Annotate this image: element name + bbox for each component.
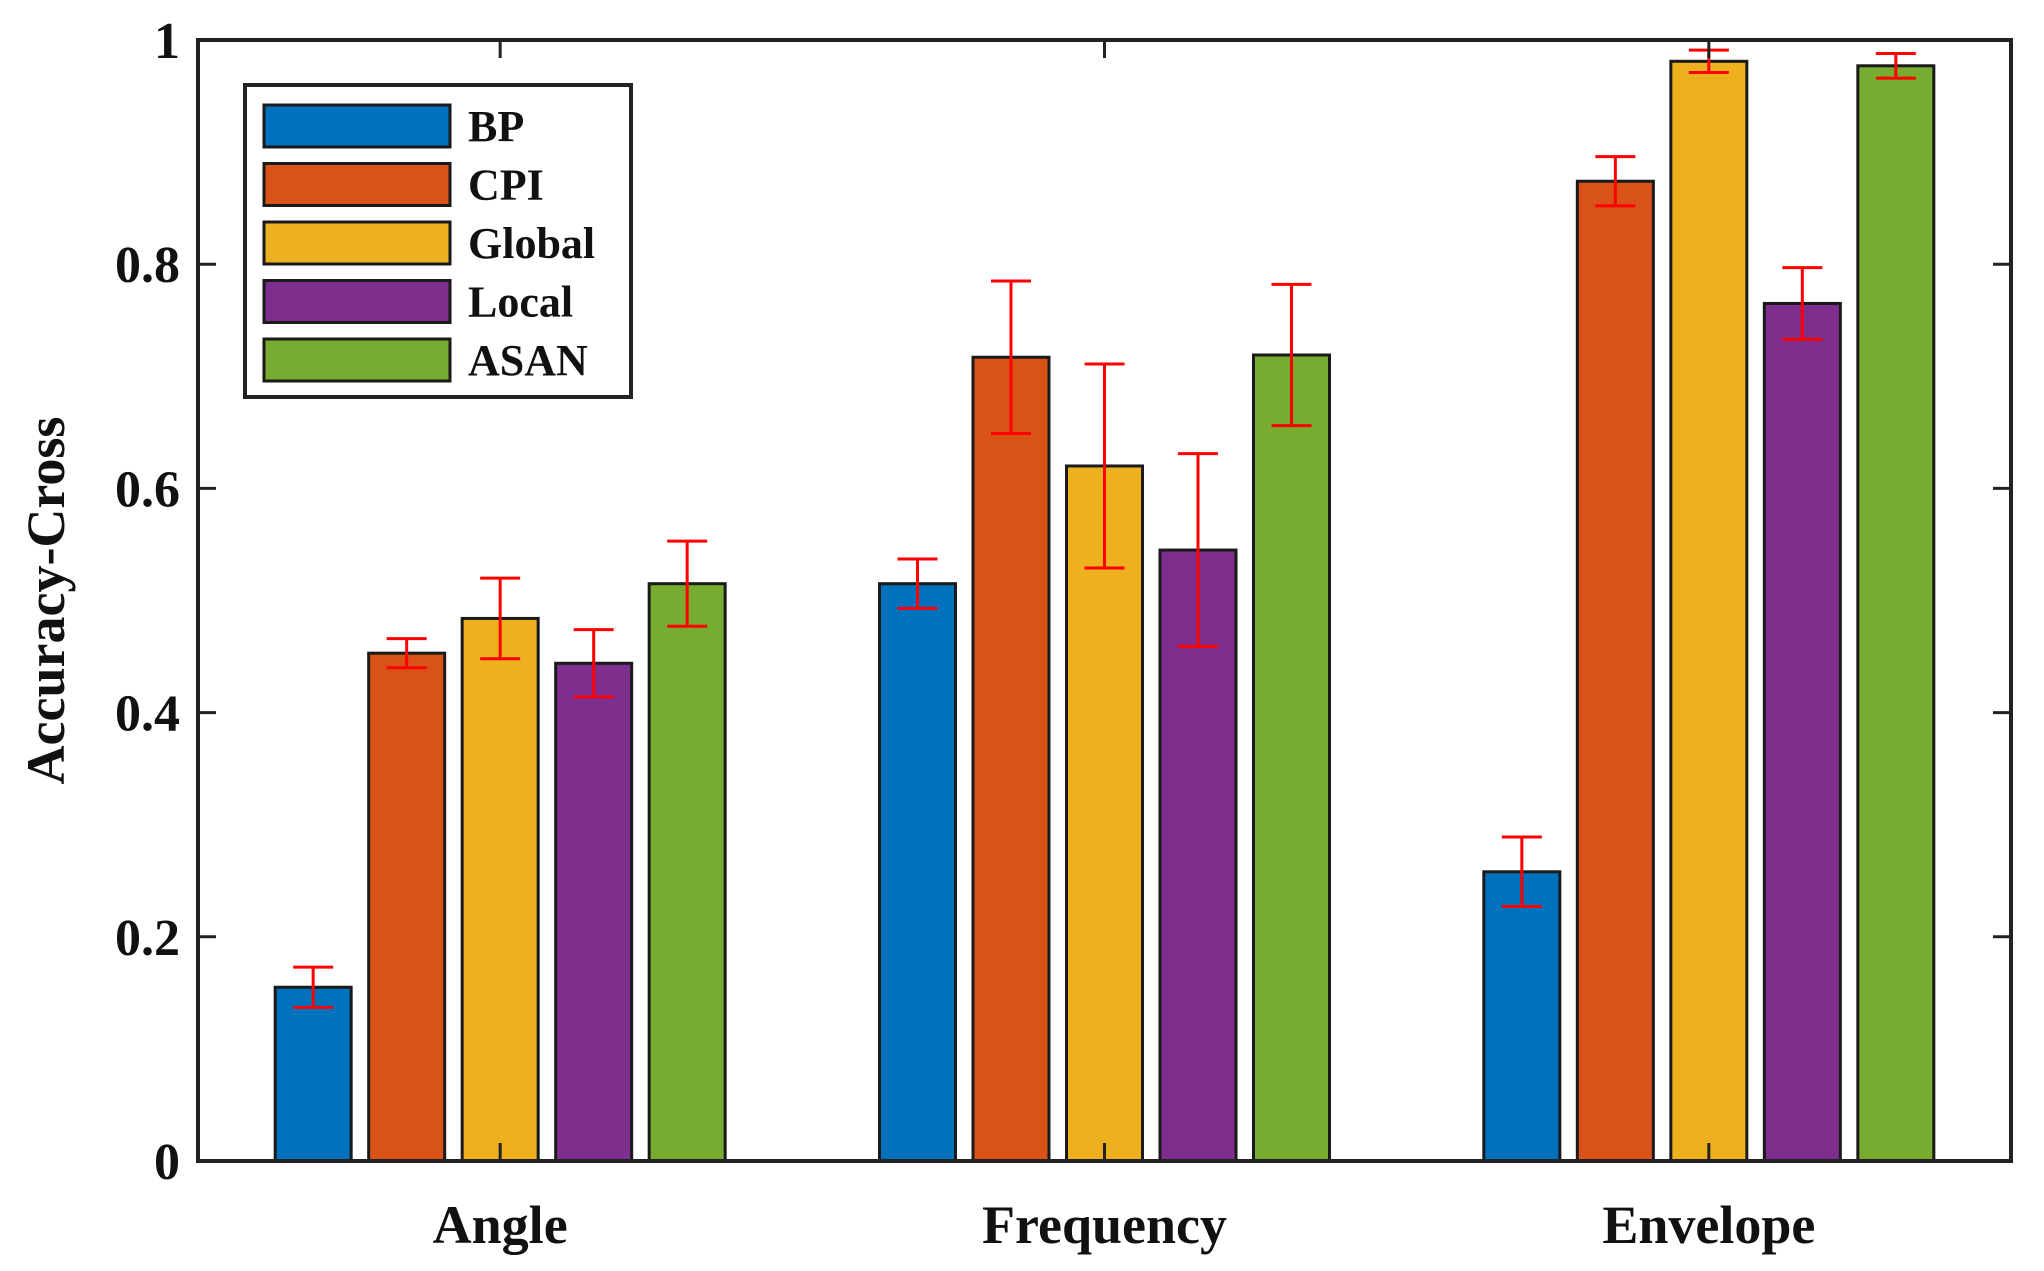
bar-asan-frequency: [1252, 353, 1331, 1163]
bar-bp-angle: [273, 985, 353, 1163]
y-axis-label: Accuracy-Cross: [16, 417, 76, 785]
y-tick-label: 1: [154, 13, 180, 70]
x-category-labels: Angle Frequency Envelope: [433, 1195, 1816, 1255]
error-bar-asan-frequency: [1271, 282, 1312, 428]
error-bar-cpi-frequency: [991, 279, 1031, 435]
error-bar-cpi-angle: [386, 637, 427, 670]
y-tick-label: 0.2: [115, 910, 180, 967]
y-tick-label: 0.6: [115, 461, 180, 518]
legend-swatch-asan: [262, 337, 452, 383]
x-category-label-frequency: Frequency: [982, 1195, 1227, 1255]
legend-label-asan: ASAN: [468, 336, 588, 385]
legend-swatch-global: [262, 220, 452, 266]
legend-swatch-bp: [262, 103, 452, 149]
bar-local-angle: [554, 661, 634, 1163]
error-bar-bp-envelope: [1501, 835, 1542, 909]
bar-asan-angle: [647, 582, 727, 1163]
bar-bp-envelope: [1482, 870, 1562, 1163]
error-bars-layer: [293, 48, 1916, 1009]
y-tick-label: 0.4: [115, 686, 180, 743]
y-tick-label: 0: [154, 1134, 180, 1191]
error-bar-local-envelope: [1782, 266, 1823, 341]
error-bar-bp-angle: [293, 965, 334, 1009]
legend-label-global: Global: [468, 219, 595, 268]
x-category-label-angle: Angle: [433, 1195, 568, 1255]
bar-cpi-envelope: [1575, 179, 1655, 1163]
error-bar-asan-envelope: [1875, 51, 1916, 80]
bar-cpi-angle: [367, 651, 447, 1163]
y-tick-label: 0.8: [115, 237, 180, 294]
legend-label-bp: BP: [468, 102, 524, 151]
legend-swatch-cpi: [262, 162, 452, 207]
error-bar-cpi-envelope: [1595, 155, 1636, 208]
error-bar-global-frequency: [1084, 362, 1125, 570]
legend-swatch-local: [262, 279, 452, 324]
bars-layer: [273, 59, 1936, 1163]
legend-label-cpi: CPI: [468, 161, 544, 210]
bar-bp-frequency: [878, 582, 957, 1163]
x-category-label-envelope: Envelope: [1602, 1195, 1815, 1255]
legend-label-local: Local: [468, 278, 573, 327]
bar-asan-envelope: [1856, 64, 1936, 1163]
error-bar-local-frequency: [1178, 452, 1218, 648]
bar-global-frequency: [1065, 464, 1144, 1163]
bar-cpi-frequency: [971, 355, 1051, 1163]
bar-global-envelope: [1669, 59, 1749, 1163]
bar-global-angle: [460, 616, 540, 1163]
y-ticks-layer: 0 0.2 0.4 0.6 0.8 1: [115, 13, 2011, 1191]
error-bar-local-angle: [573, 628, 614, 699]
legend-items: BP CPI Global Local ASAN: [262, 102, 595, 385]
error-bar-bp-frequency: [897, 557, 938, 610]
bar-local-envelope: [1762, 301, 1842, 1163]
error-bar-global-angle: [480, 576, 521, 661]
legend: BP CPI Global Local ASAN: [243, 83, 633, 399]
error-bar-asan-angle: [667, 539, 708, 628]
